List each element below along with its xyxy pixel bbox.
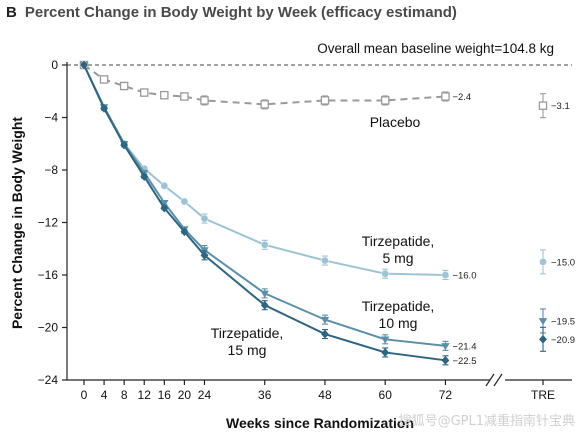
series-label: Tirzepatide, 15 mg bbox=[211, 325, 284, 358]
data-point bbox=[260, 290, 269, 298]
axis-break-mark bbox=[493, 373, 503, 387]
data-point bbox=[321, 329, 329, 339]
x-tick-label: 16 bbox=[158, 388, 172, 402]
data-point bbox=[321, 256, 329, 265]
data-point bbox=[200, 214, 209, 223]
baseline-weight-note: Overall mean baseline weight=104.8 kg bbox=[317, 41, 554, 56]
data-point bbox=[260, 300, 269, 310]
chart-title: Percent Change in Body Weight by Week (e… bbox=[24, 4, 457, 21]
series-15mg: −22.5 −20.9 Tirzepatide, 15 mg bbox=[80, 60, 575, 367]
data-point bbox=[320, 316, 330, 325]
data-point bbox=[160, 181, 169, 190]
series-line bbox=[83, 64, 446, 106]
panel-letter: B bbox=[6, 4, 17, 21]
data-point bbox=[200, 250, 209, 260]
data-point bbox=[260, 100, 269, 109]
x-tick-label: 12 bbox=[138, 388, 152, 402]
series-10mg: −21.4 −19.5 Tirzepatide, 10 mg bbox=[79, 62, 575, 352]
data-point bbox=[380, 96, 390, 105]
y-tick-label: −8 bbox=[44, 163, 58, 177]
series-layer: −2.4 −3.1 Placebo −16.0 −15.0 Tirzepatide, 5 m… bbox=[79, 60, 575, 367]
data-point bbox=[160, 90, 169, 100]
data-point bbox=[120, 140, 129, 150]
data-point bbox=[80, 60, 88, 70]
end-value-label: −22.5 bbox=[452, 356, 476, 367]
data-point bbox=[538, 318, 548, 326]
panel-title: B Percent Change in Body Weight by Week (… bbox=[6, 4, 457, 21]
data-point bbox=[538, 101, 548, 110]
series-label: Placebo bbox=[370, 114, 421, 130]
data-point bbox=[539, 258, 547, 266]
data-point bbox=[320, 96, 330, 105]
x-tick-label: 48 bbox=[318, 388, 332, 402]
end-value-label: −16.0 bbox=[452, 271, 476, 282]
data-point bbox=[180, 92, 189, 101]
x-tick-label: 4 bbox=[101, 388, 108, 402]
watermark: 搜狐号@GPL1减重指南针宝典 bbox=[398, 414, 575, 429]
data-point bbox=[139, 88, 149, 97]
data-point bbox=[99, 75, 109, 84]
data-point bbox=[160, 200, 169, 208]
x-tick-label: 24 bbox=[198, 388, 212, 402]
tre-value-label: −3.1 bbox=[551, 101, 570, 112]
x-tick-label: 20 bbox=[178, 388, 192, 402]
y-tick-label: −20 bbox=[38, 321, 59, 335]
data-point bbox=[100, 103, 108, 113]
x-tick-label: 72 bbox=[439, 388, 453, 402]
x-tick-label: 60 bbox=[379, 388, 393, 402]
series-label: Tirzepatide, 5 mg bbox=[362, 233, 435, 266]
data-point bbox=[381, 336, 390, 344]
axis-break-mark bbox=[485, 373, 495, 387]
x-axis-label: Weeks since Randomization bbox=[226, 415, 414, 431]
tre-value-label: −15.0 bbox=[551, 257, 575, 268]
data-point bbox=[381, 348, 390, 357]
data-point bbox=[441, 271, 450, 279]
data-point bbox=[180, 227, 189, 237]
data-point bbox=[539, 334, 547, 344]
y-tick-label: −16 bbox=[38, 268, 59, 282]
end-value-label: −21.4 bbox=[452, 341, 476, 352]
data-point bbox=[441, 343, 450, 351]
y-tick-label: 0 bbox=[51, 58, 58, 72]
axes: 0−4−8−12−16−20−240 4 8 12 16 20 24 36 48 60 72 TRE bbox=[38, 58, 572, 402]
series-label: Tirzepatide, 10 mg bbox=[362, 298, 435, 331]
y-tick-label: −4 bbox=[44, 111, 58, 125]
tre-value-label: −20.9 bbox=[551, 335, 575, 346]
data-point bbox=[160, 203, 169, 213]
data-point bbox=[200, 96, 209, 105]
y-tick-label: −12 bbox=[38, 216, 59, 230]
data-point bbox=[441, 92, 450, 101]
tre-value-label: −19.5 bbox=[551, 316, 575, 327]
x-tick-label-tre: TRE bbox=[531, 388, 555, 402]
y-tick-label: −24 bbox=[38, 373, 59, 387]
y-axis-label: Percent Change in Body Weight bbox=[9, 117, 25, 329]
x-tick-label: 8 bbox=[121, 388, 128, 402]
data-point bbox=[140, 172, 149, 181]
data-point bbox=[381, 269, 390, 278]
data-point bbox=[260, 240, 269, 249]
x-tick-label: 0 bbox=[81, 388, 88, 402]
end-value-label: −2.4 bbox=[452, 92, 471, 103]
x-tick-label: 36 bbox=[258, 388, 272, 402]
data-point bbox=[441, 355, 450, 365]
series-placebo: −2.4 −3.1 Placebo bbox=[79, 60, 570, 130]
data-point bbox=[180, 197, 189, 206]
data-point bbox=[119, 81, 129, 91]
